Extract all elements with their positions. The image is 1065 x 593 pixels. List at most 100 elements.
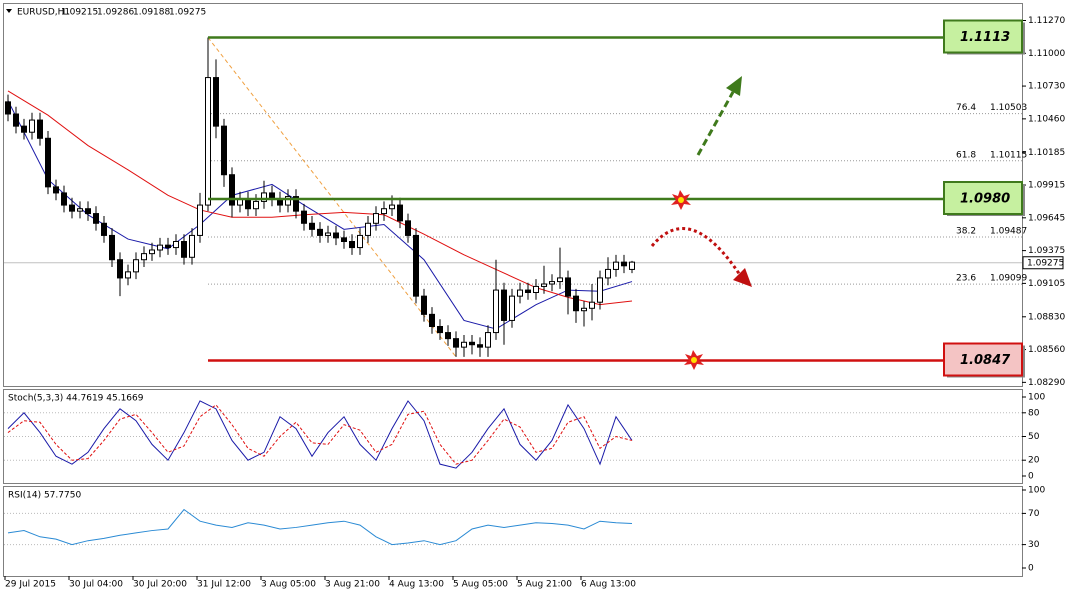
stoch-panel: [3, 389, 1023, 484]
level-label: 1.0847: [960, 353, 1011, 368]
candle-body: [533, 285, 539, 293]
candle-body: [581, 307, 587, 312]
y-tick-label: 1.08290: [1028, 378, 1065, 388]
red-arrow: [650, 227, 752, 287]
y-tick-label: 20: [1028, 456, 1040, 466]
candle-body: [469, 341, 475, 346]
candle-body: [333, 232, 339, 239]
candle-body: [429, 313, 435, 328]
plot-layer: 1.11270 1.11000 1.10730 1.10460 1.10185 1.099…: [4, 16, 1065, 590]
fib-price: 1.10115: [990, 150, 1027, 160]
candle-body: [621, 261, 627, 267]
y-tick-label: 1.10730: [1028, 82, 1065, 92]
candle-body: [365, 222, 371, 236]
x-tick-label: 3 Aug 21:00: [325, 580, 380, 590]
header-open: 1.09215: [61, 8, 98, 18]
candle-body: [437, 326, 443, 334]
candle-body: [37, 119, 43, 139]
candle-body: [493, 289, 499, 334]
y-tick-label: 1.10460: [1028, 114, 1065, 124]
fib-ratio: 23.6: [956, 274, 976, 284]
y-tick-label: 70: [1028, 509, 1040, 519]
symbol: EURUSD,H1: [17, 8, 70, 18]
candle-body: [589, 301, 595, 309]
y-tick-label: 30: [1028, 540, 1040, 550]
candle-body: [557, 277, 563, 283]
x-tick-label: 30 Jul 04:00: [69, 580, 123, 590]
candle-body: [109, 234, 115, 261]
y-tick-label: 1.08830: [1028, 312, 1065, 322]
candle-body: [613, 261, 619, 270]
candle-body: [453, 338, 459, 348]
level-label: 1.0980: [960, 192, 1010, 207]
candle-body: [29, 119, 35, 133]
candle-body: [213, 77, 219, 127]
moving-average: [7, 100, 633, 330]
candle-body: [325, 232, 331, 236]
candle-body: [133, 259, 139, 273]
candle-body: [69, 204, 75, 212]
candle-body: [381, 208, 387, 215]
candle-body: [45, 137, 51, 188]
candle-body: [501, 289, 507, 321]
candle-body: [485, 332, 491, 348]
candle-body: [189, 234, 195, 258]
main-panel: [3, 3, 1023, 387]
candle-body: [181, 241, 187, 258]
y-tick-label: 0: [1028, 564, 1034, 574]
candle-body: [149, 249, 155, 255]
y-tick-label: 1.08560: [1028, 345, 1065, 355]
y-tick-label: 50: [1028, 432, 1040, 442]
current-price-label: 1.09275: [1027, 258, 1064, 268]
candle-body: [261, 192, 267, 202]
candle-body: [565, 277, 571, 297]
fib-ratio: 61.8: [956, 150, 976, 160]
candle-body: [245, 198, 251, 210]
candle-body: [101, 222, 107, 236]
candle-body: [421, 295, 427, 315]
x-tick-label: 30 Jul 20:00: [133, 580, 187, 590]
level-box: [943, 181, 1023, 215]
menu-triangle: [6, 9, 12, 13]
candle-body: [397, 204, 403, 222]
y-tick-label: 100: [1028, 393, 1045, 403]
candle-body: [597, 277, 603, 303]
candle-body: [445, 332, 451, 340]
header-close: 1.09275: [169, 8, 206, 18]
fib-ratio: 38.2: [956, 227, 976, 237]
candle-body: [5, 101, 11, 115]
candle-body: [525, 289, 531, 294]
candle-body: [541, 283, 547, 287]
current-price-tag: [1022, 256, 1064, 270]
fib-price: 1.10503: [990, 103, 1027, 113]
burst-icon: [684, 350, 704, 370]
level-label: 1.1113: [960, 30, 1010, 45]
y-tick-label: 1.09645: [1028, 213, 1065, 223]
candle-body: [53, 186, 59, 194]
candle-body: [157, 244, 163, 251]
y-tick-label: 100: [1028, 486, 1045, 496]
burst-icon: [671, 190, 691, 210]
x-tick-label: 31 Jul 12:00: [197, 580, 251, 590]
x-tick-label: 5 Aug 21:00: [517, 580, 572, 590]
candle-body: [205, 77, 211, 206]
candle-body: [61, 192, 67, 206]
candle-body: [253, 200, 259, 210]
candle-body: [629, 261, 635, 270]
candle-body: [125, 271, 131, 279]
y-tick-label: 1.11000: [1028, 49, 1065, 59]
indicator-title: RSI(14) 57.7750: [8, 491, 81, 501]
candle-body: [229, 174, 235, 206]
fib-ratio: 76.4: [956, 103, 976, 113]
candle-body: [141, 253, 147, 261]
candle-body: [85, 208, 91, 215]
x-tick-label: 4 Aug 13:00: [389, 580, 444, 590]
y-tick-label: 80: [1028, 408, 1040, 418]
candle-body: [389, 204, 395, 210]
candle-body: [373, 213, 379, 224]
candle-body: [341, 237, 347, 243]
level-box: [943, 19, 1023, 54]
candle-body: [573, 295, 579, 312]
x-tick-label: 5 Aug 05:00: [453, 580, 508, 590]
